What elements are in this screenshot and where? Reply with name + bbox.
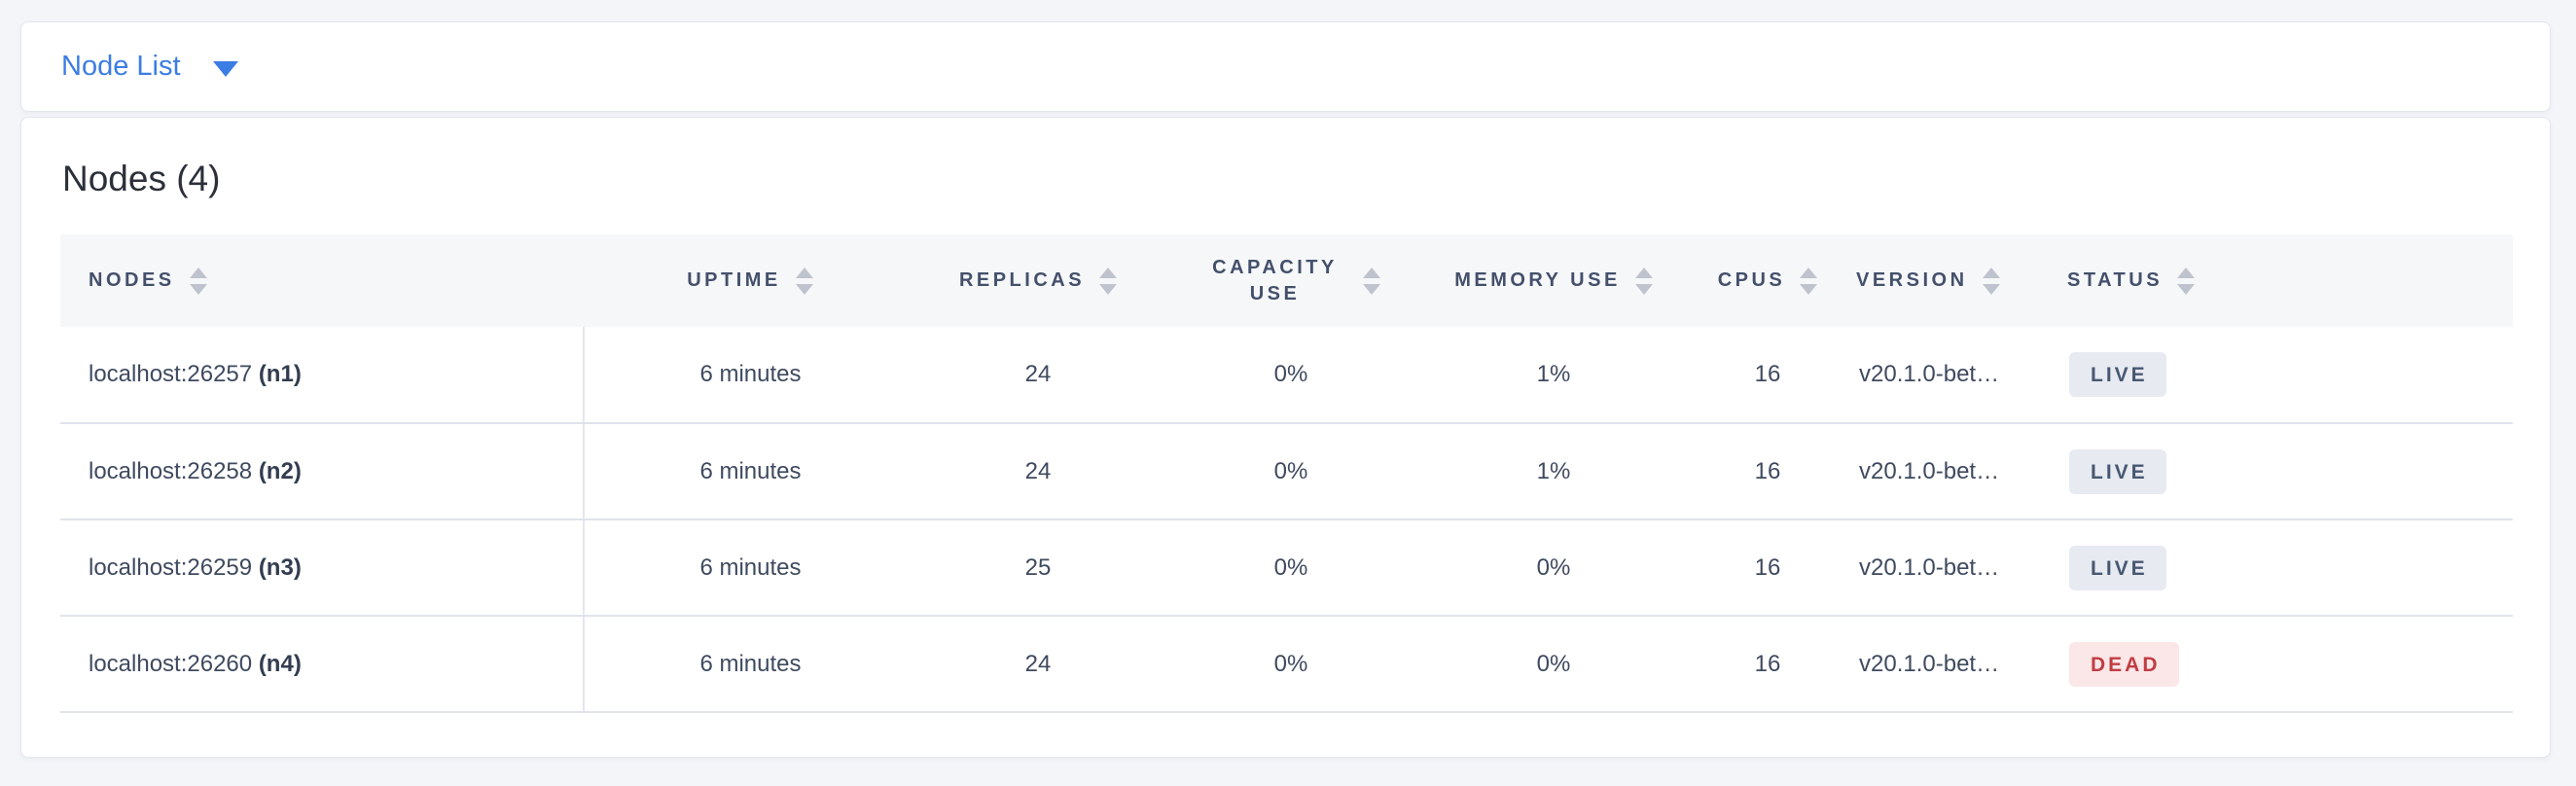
table-header-row: NODES UPTIME REPLICAS xyxy=(60,234,2513,327)
sort-icon xyxy=(1800,267,1818,295)
replicas-cell: 24 xyxy=(916,616,1160,713)
node-id: (n1) xyxy=(258,361,302,387)
cpus-cell: 16 xyxy=(1685,327,1850,424)
node-id: (n2) xyxy=(258,457,302,484)
sort-icon xyxy=(2177,267,2196,295)
sort-icon xyxy=(795,267,813,295)
uptime-cell: 6 minutes xyxy=(584,519,916,617)
version-cell: v20.1.0-bet… xyxy=(1850,519,2050,617)
node-address-cell: localhost:26257 (n1) xyxy=(60,327,585,424)
status-cell: LIVE xyxy=(2050,327,2513,424)
node-address-cell: localhost:26259 (n3) xyxy=(60,519,585,617)
replicas-cell: 24 xyxy=(916,327,1160,424)
uptime-cell: 6 minutes xyxy=(584,616,916,713)
column-header-memory-use[interactable]: MEMORY USE xyxy=(1422,234,1685,327)
status-cell: LIVE xyxy=(2050,423,2513,520)
column-header-version[interactable]: VERSION xyxy=(1850,234,2050,327)
page-title: Nodes (4) xyxy=(62,159,221,198)
column-header-replicas[interactable]: REPLICAS xyxy=(916,234,1160,327)
column-header-cpus[interactable]: CPUS xyxy=(1685,234,1850,327)
replicas-cell: 25 xyxy=(916,519,1160,617)
capacity-use-cell: 0% xyxy=(1160,327,1422,424)
table-row[interactable]: localhost:26259 (n3) 6 minutes 25 0% 0% … xyxy=(60,519,2513,617)
memory-use-cell: 0% xyxy=(1422,519,1685,617)
column-header-capacity-use[interactable]: CAPACITY USE xyxy=(1160,234,1422,327)
version-cell: v20.1.0-bet… xyxy=(1850,616,2050,713)
capacity-use-cell: 0% xyxy=(1160,616,1422,713)
version-cell: v20.1.0-bet… xyxy=(1850,327,2050,424)
nodes-card: Nodes (4) NODES UPTIME xyxy=(20,117,2551,758)
sort-icon xyxy=(1634,267,1653,295)
uptime-cell: 6 minutes xyxy=(584,423,916,520)
table-row[interactable]: localhost:26257 (n1) 6 minutes 24 0% 1% … xyxy=(60,327,2513,424)
column-header-nodes[interactable]: NODES xyxy=(60,234,584,327)
cpus-cell: 16 xyxy=(1685,519,1850,617)
page: Node List Nodes (4) NODES xyxy=(20,21,2551,758)
status-cell: DEAD xyxy=(2050,616,2513,713)
node-id: (n4) xyxy=(258,650,302,677)
memory-use-cell: 1% xyxy=(1422,327,1685,424)
version-cell: v20.1.0-bet… xyxy=(1850,423,2050,520)
status-badge: LIVE xyxy=(2069,448,2166,494)
replicas-cell: 24 xyxy=(916,423,1160,520)
node-list-dropdown[interactable]: Node List xyxy=(61,51,238,83)
sort-icon xyxy=(189,267,207,295)
status-cell: LIVE xyxy=(2050,519,2513,617)
table-row[interactable]: localhost:26260 (n4) 6 minutes 24 0% 0% … xyxy=(60,616,2513,713)
column-header-status[interactable]: STATUS xyxy=(2050,234,2513,327)
memory-use-cell: 1% xyxy=(1422,423,1685,520)
view-selector-bar: Node List xyxy=(20,21,2551,112)
caret-down-icon xyxy=(212,60,238,77)
table-row[interactable]: localhost:26258 (n2) 6 minutes 24 0% 1% … xyxy=(60,423,2513,520)
node-id: (n3) xyxy=(258,554,302,581)
sort-icon xyxy=(1362,267,1380,295)
uptime-cell: 6 minutes xyxy=(584,327,916,424)
column-header-uptime[interactable]: UPTIME xyxy=(584,234,916,327)
node-address-cell: localhost:26260 (n4) xyxy=(60,616,585,713)
cpus-cell: 16 xyxy=(1685,423,1850,520)
status-badge: LIVE xyxy=(2069,545,2166,590)
capacity-use-cell: 0% xyxy=(1160,519,1422,617)
nodes-table: NODES UPTIME REPLICAS xyxy=(60,234,2513,713)
sort-icon xyxy=(1982,267,2000,295)
capacity-use-cell: 0% xyxy=(1160,423,1422,520)
status-badge: DEAD xyxy=(2069,641,2179,687)
status-badge: LIVE xyxy=(2069,352,2166,397)
sort-icon xyxy=(1099,267,1118,295)
node-address-cell: localhost:26258 (n2) xyxy=(60,423,585,520)
memory-use-cell: 0% xyxy=(1422,616,1685,713)
node-list-dropdown-label: Node List xyxy=(61,51,181,82)
cpus-cell: 16 xyxy=(1685,616,1850,713)
